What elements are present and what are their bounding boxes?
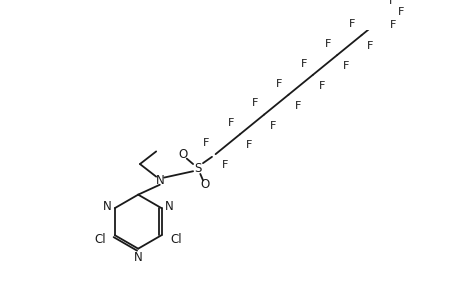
Text: F: F: [227, 118, 234, 128]
Text: F: F: [269, 121, 276, 131]
Text: O: O: [178, 148, 187, 160]
Text: F: F: [389, 20, 395, 30]
Text: F: F: [324, 39, 330, 49]
Text: F: F: [348, 19, 355, 29]
Text: F: F: [294, 101, 300, 111]
Text: F: F: [342, 61, 349, 71]
Text: F: F: [276, 79, 282, 88]
Text: F: F: [367, 41, 373, 51]
Text: F: F: [397, 7, 404, 17]
Text: N: N: [134, 251, 142, 264]
Text: Cl: Cl: [170, 233, 181, 246]
Text: N: N: [164, 200, 173, 213]
Text: N: N: [155, 174, 164, 187]
Text: F: F: [221, 160, 227, 170]
Text: O: O: [200, 178, 209, 191]
Text: N: N: [103, 200, 112, 213]
Text: F: F: [300, 59, 306, 69]
Text: Cl: Cl: [95, 233, 106, 246]
Text: F: F: [245, 140, 252, 151]
Text: F: F: [203, 138, 209, 148]
Text: F: F: [252, 98, 258, 108]
Text: F: F: [388, 0, 395, 6]
Text: S: S: [194, 162, 201, 175]
Text: F: F: [318, 81, 325, 91]
